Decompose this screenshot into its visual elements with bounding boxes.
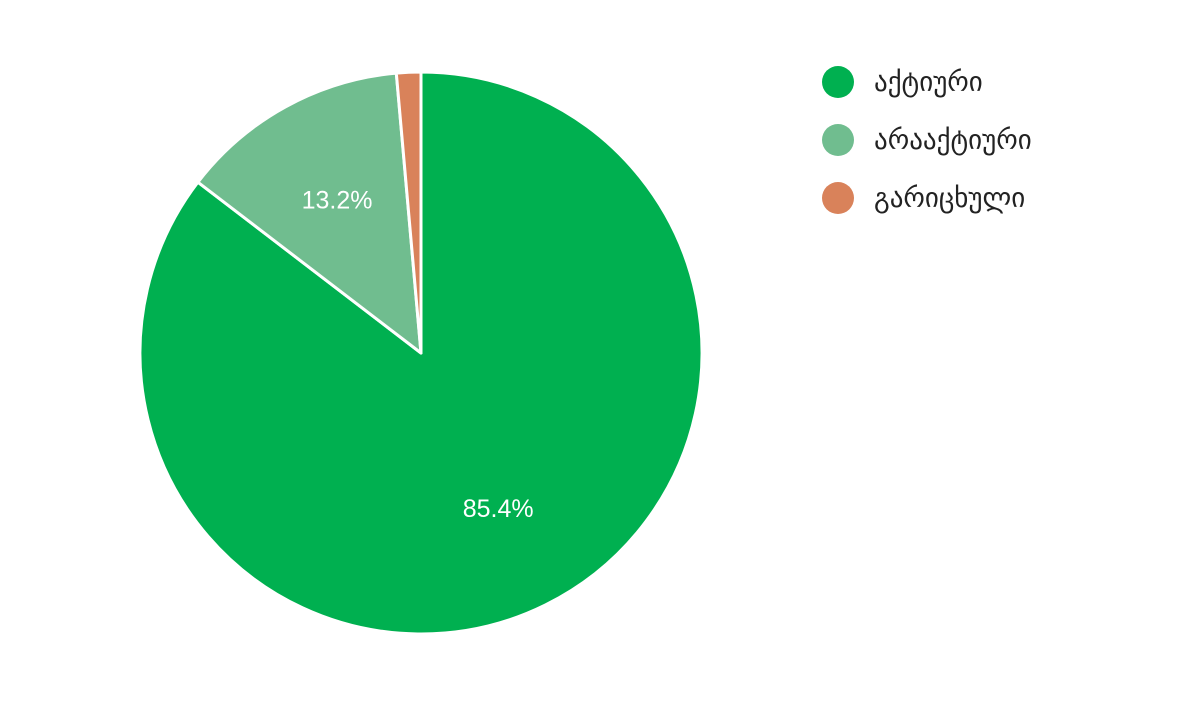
- legend-label-active: აქტიური: [874, 66, 983, 98]
- legend-item-active[interactable]: აქტიური: [822, 66, 1032, 98]
- legend-item-expelled[interactable]: გარიცხული: [822, 182, 1032, 214]
- legend-swatch-inactive: [822, 124, 854, 156]
- pie-slices: [138, 70, 704, 636]
- pie-slice-expelled[interactable]: [394, 70, 423, 355]
- pie-slice-inactive[interactable]: [196, 71, 423, 355]
- legend-item-inactive[interactable]: არააქტიური: [822, 124, 1032, 156]
- legend-label-inactive: არააქტიური: [874, 124, 1032, 156]
- pie-label-active: 85.4%: [463, 495, 534, 523]
- chart-legend: აქტიური არააქტიური გარიცხული: [822, 66, 1032, 242]
- legend-label-expelled: გარიცხული: [874, 182, 1026, 214]
- legend-swatch-active: [822, 66, 854, 98]
- pie-slice-labels: 85.4% 13.2%: [302, 186, 534, 523]
- legend-swatch-expelled: [822, 182, 854, 214]
- pie-label-inactive: 13.2%: [302, 186, 373, 214]
